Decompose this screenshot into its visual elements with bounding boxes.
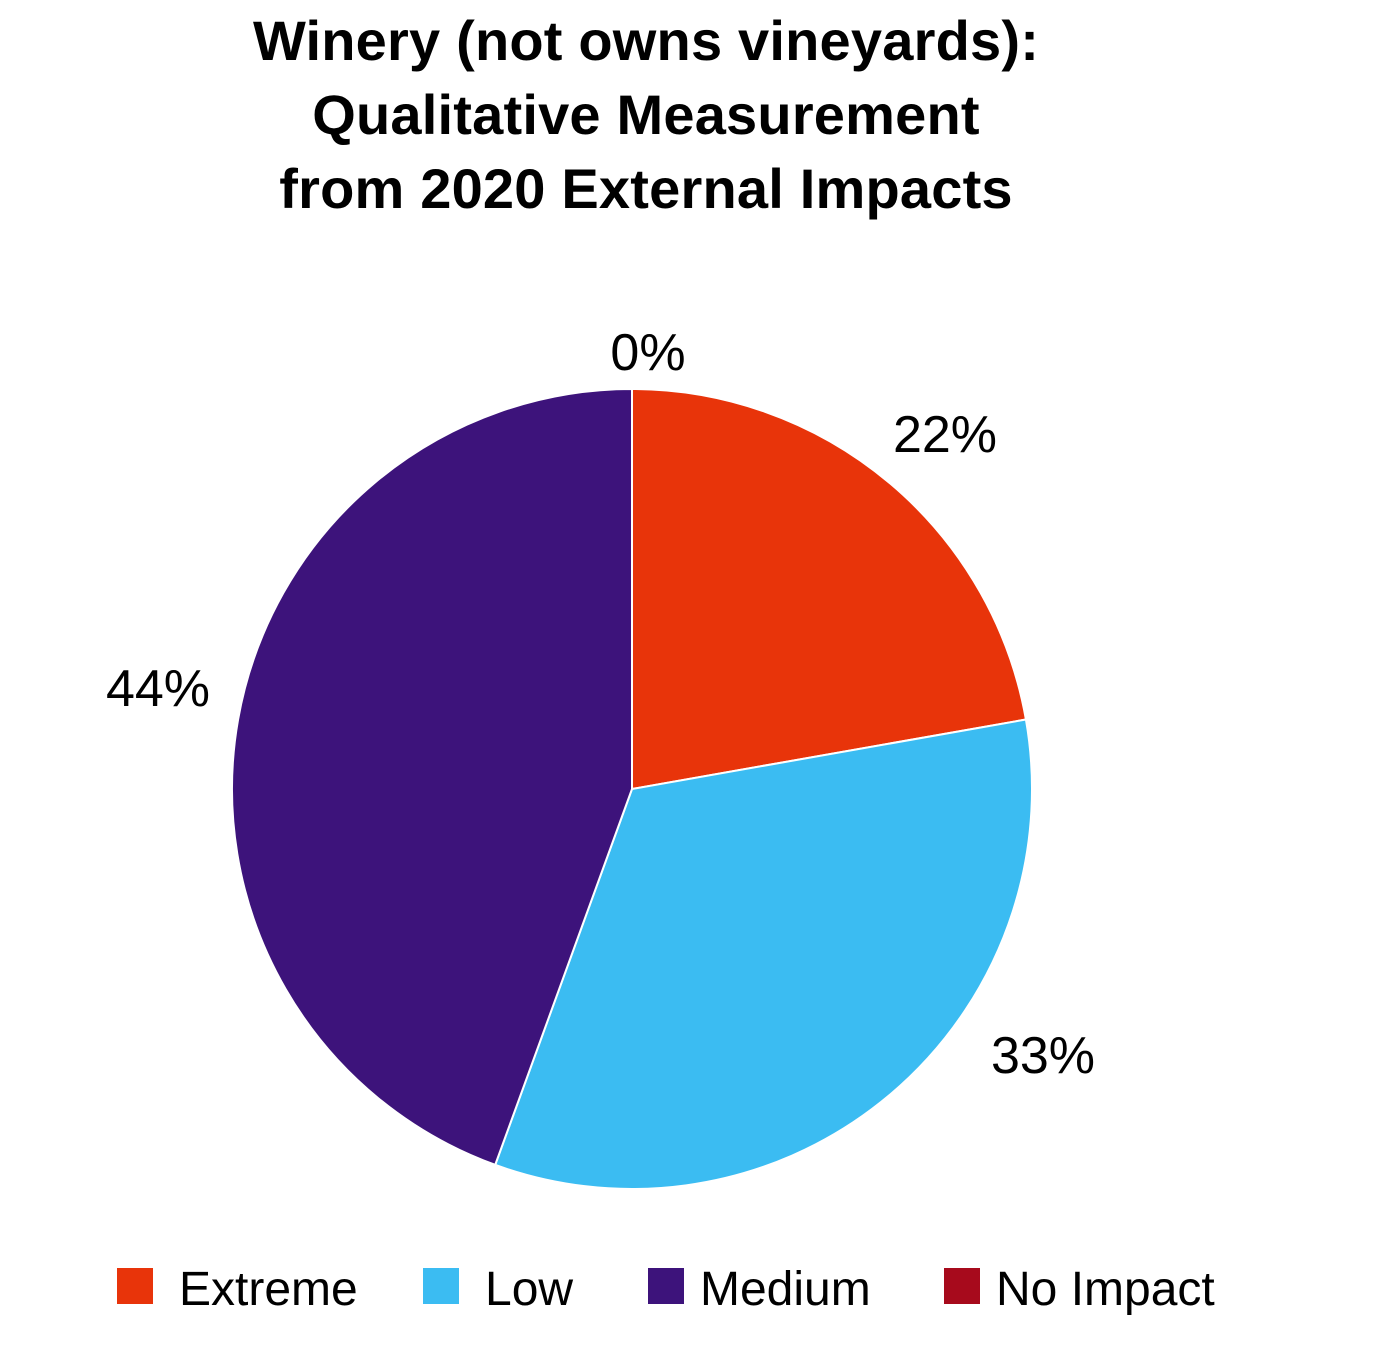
- slice-label-low: 33%: [991, 1027, 1095, 1085]
- chart-title-line-1: Winery (not owns vineyards):: [252, 9, 1040, 72]
- pie-slices: [231, 388, 1033, 1190]
- slice-label-medium: 44%: [106, 660, 210, 718]
- legend-label-no-impact: No Impact: [996, 1263, 1215, 1316]
- chart-legend: Extreme Low Medium No Impact: [0, 1262, 1389, 1322]
- pie-slice-labels: 22% 33% 44% 0%: [106, 324, 1095, 1085]
- legend-label-medium: Medium: [700, 1263, 871, 1316]
- legend-swatch-extreme: [117, 1268, 153, 1304]
- slice-label-extreme: 22%: [893, 406, 997, 464]
- pie-chart: 22% 33% 44% 0%: [106, 324, 1095, 1190]
- legend-swatch-low: [423, 1268, 459, 1304]
- legend-label-extreme: Extreme: [179, 1263, 358, 1316]
- chart-title-line-2: Qualitative Measurement: [312, 83, 980, 146]
- pie-slice-medium: [231, 388, 633, 1166]
- legend-label-low: Low: [485, 1263, 574, 1316]
- legend-swatch-medium: [648, 1268, 684, 1304]
- pie-slice-extreme: [631, 388, 1027, 790]
- chart-title-line-3: from 2020 External Impacts: [279, 157, 1013, 220]
- pie-slice-low: [494, 718, 1033, 1190]
- legend-swatch-no-impact: [944, 1268, 980, 1304]
- slice-label-no-impact: 0%: [610, 324, 685, 382]
- chart-title: Winery (not owns vineyards): Qualitative…: [0, 4, 1292, 226]
